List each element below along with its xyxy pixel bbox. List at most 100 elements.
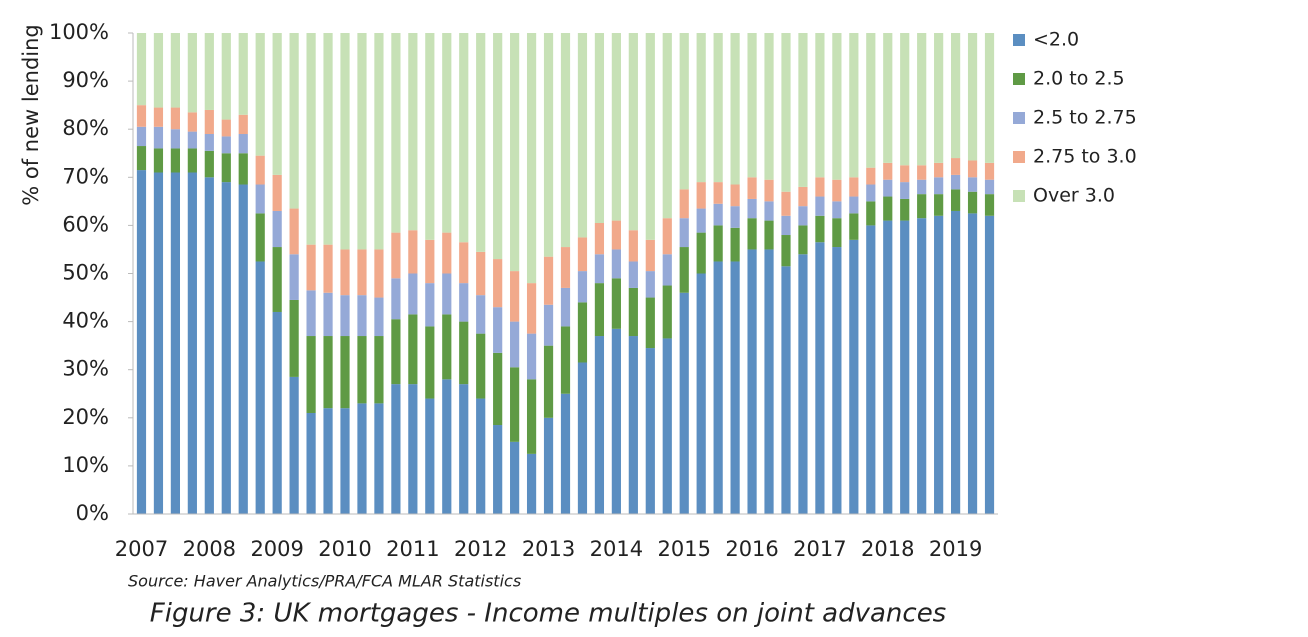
bar-segment xyxy=(645,348,655,514)
bar-segment xyxy=(679,33,689,190)
bar-segment xyxy=(662,218,672,255)
legend-swatch xyxy=(1013,112,1025,124)
bar-segment xyxy=(798,225,808,255)
bar-segment xyxy=(713,203,723,226)
bar-segment xyxy=(306,290,316,337)
bar-segment xyxy=(696,182,706,209)
legend-label: <2.0 xyxy=(1033,29,1079,51)
x-tick-label: 2017 xyxy=(793,537,846,561)
bar-segment xyxy=(459,384,469,514)
bar-segment xyxy=(272,311,282,514)
bar-segment xyxy=(323,408,333,514)
bar-segment xyxy=(136,33,147,106)
x-tick-label: 2007 xyxy=(115,537,168,561)
bar-segment xyxy=(391,384,401,514)
bar-segment xyxy=(798,206,808,226)
y-axis-title: % of new lending xyxy=(19,24,43,206)
bar-segment xyxy=(900,33,910,166)
bar-segment xyxy=(204,33,214,110)
bar-segment xyxy=(645,271,655,298)
bar-segment xyxy=(984,33,995,163)
x-tick-label: 2010 xyxy=(318,537,371,561)
bar-segment xyxy=(849,33,859,178)
x-tick-label: 2016 xyxy=(725,537,778,561)
bar-segment xyxy=(747,177,757,199)
bar-segment xyxy=(950,33,961,159)
bar-segment xyxy=(493,352,503,426)
bar-segment xyxy=(730,261,740,514)
bar-segment xyxy=(255,184,265,214)
bar-segment xyxy=(425,326,435,399)
bar-segment xyxy=(781,191,791,216)
bar-segment xyxy=(357,295,367,337)
bar-segment xyxy=(764,179,774,202)
bar-segment xyxy=(425,283,435,327)
bar-segment xyxy=(967,213,978,514)
bar-segment xyxy=(679,247,689,293)
bar-segment xyxy=(713,261,723,514)
bar-segment xyxy=(425,239,435,284)
bar-segment xyxy=(611,33,621,221)
bar-segment xyxy=(408,33,418,231)
bar-segment xyxy=(866,33,876,168)
x-tick-label: 2009 xyxy=(250,537,303,561)
bar-segment xyxy=(526,33,537,284)
bar-segment xyxy=(832,179,842,202)
bar-segment xyxy=(526,283,537,334)
x-tick-label: 2014 xyxy=(590,537,643,561)
legend-label: 2.0 to 2.5 xyxy=(1033,68,1125,90)
bar-segment xyxy=(815,215,825,243)
bar-segment xyxy=(713,33,723,183)
bar-segment xyxy=(442,379,452,514)
bar-segment xyxy=(204,109,214,135)
bar-segment xyxy=(255,213,265,262)
bar-segment xyxy=(289,376,299,514)
legend-swatch xyxy=(1013,190,1025,202)
bar-segment xyxy=(408,273,418,315)
y-tick-label: 30% xyxy=(62,357,109,381)
bar-segment xyxy=(204,134,214,151)
bar-segment xyxy=(594,336,605,514)
bar-segment xyxy=(459,33,469,243)
bar-segment xyxy=(866,184,876,202)
legend-swatch xyxy=(1013,73,1025,85)
bar-segment xyxy=(594,254,605,284)
bar-segment xyxy=(849,213,859,240)
bar-segment xyxy=(408,314,418,385)
bar-segment xyxy=(679,189,689,219)
bar-segment xyxy=(459,242,469,284)
bar-segment xyxy=(798,254,808,514)
bar-segment xyxy=(374,403,384,514)
bar-segment xyxy=(815,196,825,216)
bar-segment xyxy=(934,215,944,514)
bar-segment xyxy=(493,425,503,514)
bar-segment xyxy=(696,232,706,274)
bar-segment xyxy=(815,177,825,197)
bar-segment xyxy=(900,220,910,514)
bar-segment xyxy=(696,33,706,183)
source-note: Source: Haver Analytics/PRA/FCA MLAR Sta… xyxy=(128,572,521,591)
bar-segment xyxy=(170,33,181,108)
bar-segment xyxy=(526,333,537,380)
x-tick-label: 2015 xyxy=(657,537,710,561)
bar-segment xyxy=(374,33,384,250)
bar-segment xyxy=(781,235,791,267)
bar-segment xyxy=(645,33,655,240)
bar-segment xyxy=(764,249,774,514)
bar-segment xyxy=(238,184,248,514)
bar-segment xyxy=(679,292,689,514)
bar-segment xyxy=(187,131,197,149)
bar-segment xyxy=(628,230,638,262)
bar-segment xyxy=(866,225,876,514)
bar-segment xyxy=(170,107,181,130)
bar-segment xyxy=(883,196,893,221)
bar-segment xyxy=(917,165,927,180)
bar-segment xyxy=(391,319,401,385)
bar-segment xyxy=(526,379,537,454)
bar-segment xyxy=(391,33,401,233)
bar-segment xyxy=(153,107,164,127)
bar-segment xyxy=(272,247,282,312)
bar-segment xyxy=(187,148,197,173)
bar-segment xyxy=(577,237,588,272)
bar-segment xyxy=(476,33,486,252)
